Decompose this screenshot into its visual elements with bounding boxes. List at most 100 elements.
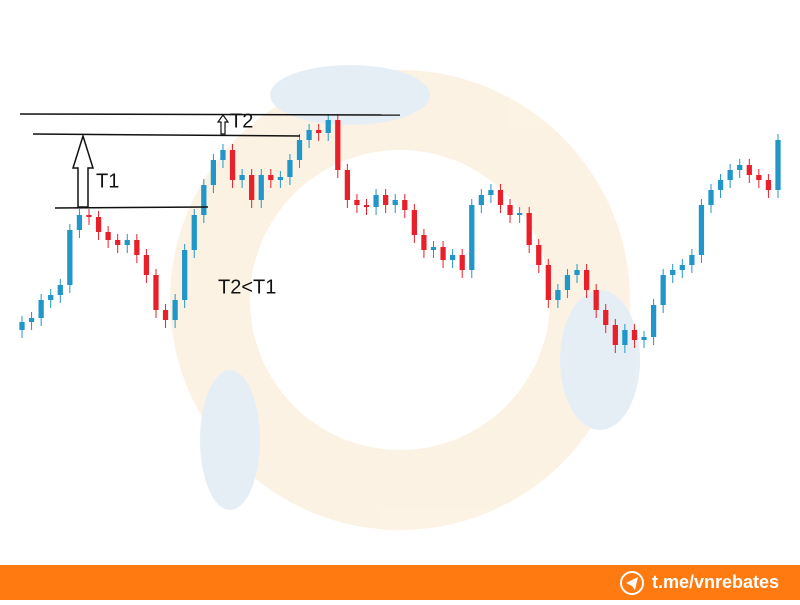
candle-body (450, 255, 456, 260)
candle-body (612, 325, 618, 345)
candle-body (650, 305, 657, 337)
candle-body (258, 175, 264, 200)
annotation: T1 (96, 170, 119, 192)
level-line (19, 113, 401, 116)
candle-body (583, 270, 590, 290)
candle-body (421, 235, 427, 250)
candle-body (191, 215, 197, 250)
candle-body (134, 240, 140, 255)
candle-body (488, 190, 494, 195)
candle-body (516, 213, 523, 215)
candle-body (526, 213, 532, 245)
candle-body (641, 337, 647, 340)
candle-body (249, 175, 255, 200)
candle-body (574, 270, 580, 275)
candle-body (325, 120, 331, 133)
candle-body (459, 255, 465, 270)
watermark-leaf (560, 290, 640, 430)
candle-body (48, 295, 54, 300)
candle-body (287, 160, 293, 177)
candle-body (335, 120, 341, 170)
candle-body (383, 195, 389, 205)
candle-body (411, 210, 417, 235)
candle-body (765, 180, 772, 190)
level-line (54, 206, 209, 209)
candle-body (76, 215, 83, 230)
candle-body (545, 265, 551, 300)
watermark-leaf (270, 65, 430, 125)
candle-body (143, 255, 150, 275)
candle-body (402, 200, 408, 210)
level-line (32, 133, 301, 137)
candle-body (67, 230, 73, 285)
annotation-lines (19, 113, 401, 209)
candle-body (220, 150, 226, 160)
candle-body (363, 205, 370, 207)
candle-body (469, 205, 475, 270)
candle-body (497, 190, 504, 205)
candle-body (660, 275, 666, 305)
candle-body (593, 290, 599, 310)
candle-body (115, 240, 121, 245)
candle-body (172, 300, 178, 320)
arrow-t1 (71, 133, 95, 208)
candle-body (478, 195, 484, 205)
candle-body (296, 140, 303, 160)
candle-body (603, 310, 609, 325)
candle-body (430, 247, 437, 250)
candle-body (57, 285, 63, 295)
candle-body (306, 130, 312, 140)
candle-body (717, 180, 724, 190)
footer-link[interactable]: t.me/vnrebates (652, 572, 779, 592)
candle-body (153, 275, 159, 310)
annotation: T2 (230, 110, 253, 132)
candle-body (507, 205, 513, 215)
candle-body (373, 195, 379, 207)
candle-body (756, 175, 762, 180)
candle-body (354, 200, 360, 205)
candle-body (201, 185, 207, 215)
candle-body (95, 217, 102, 232)
candle-body (670, 270, 676, 275)
candle-body (19, 322, 25, 330)
candle-body (229, 150, 236, 180)
candle-body (440, 247, 446, 260)
candle-body (775, 140, 781, 190)
candle-body (86, 215, 92, 217)
watermark-circle (170, 70, 630, 530)
watermark-hole (250, 150, 550, 450)
candle-body (316, 130, 322, 133)
candle-body (28, 318, 35, 322)
candle-body (679, 265, 685, 270)
candle-body (182, 250, 188, 300)
candle-body (555, 290, 561, 300)
candle-body (277, 177, 284, 180)
candle-body (344, 170, 350, 200)
candle-body (239, 175, 245, 180)
candle-body (392, 200, 398, 205)
candle-body (746, 165, 752, 175)
candle-body (105, 232, 111, 240)
annotation: T2<T1 (218, 276, 276, 298)
candle-body (38, 300, 44, 318)
candle-body (124, 240, 130, 245)
candle-body (536, 245, 542, 265)
candle-body (698, 205, 705, 255)
candle-body (727, 170, 733, 180)
plot (19, 114, 781, 353)
candle-body (708, 190, 714, 205)
watermark (170, 65, 640, 530)
candle-body (689, 255, 695, 265)
candle-body (622, 330, 628, 345)
telegram-plane (626, 577, 638, 590)
arrow-t2 (216, 113, 230, 135)
candle-body (268, 175, 274, 180)
candle-body (737, 165, 743, 170)
candle-body (210, 160, 217, 185)
candle-body (162, 310, 169, 320)
footer-bar (0, 565, 800, 600)
watermark-leaf (200, 370, 260, 510)
telegram-icon (620, 571, 644, 595)
